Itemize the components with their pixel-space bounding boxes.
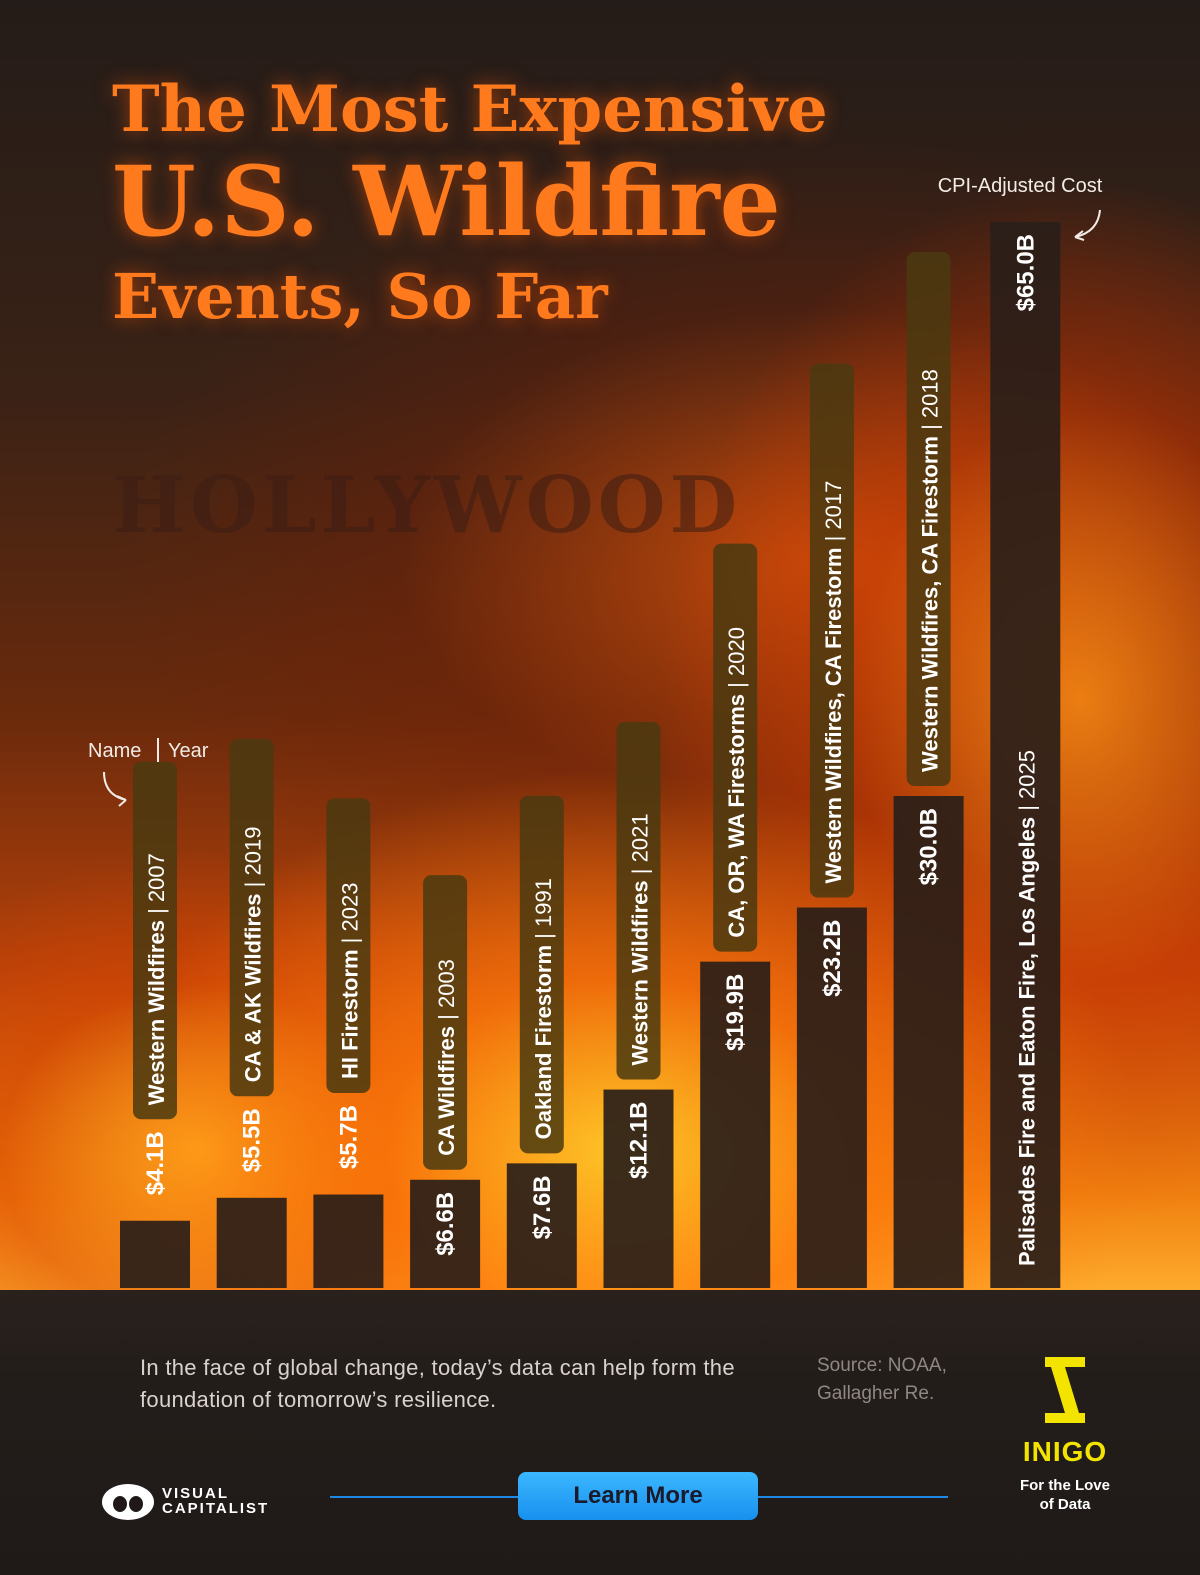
title-line-1: The Most Expensive [112, 72, 828, 147]
bar-category-label: HI Firestorm | 2023 [337, 883, 362, 1080]
bar-chart: $4.1B Western Wildfires | 2007 $5.5B CA & A… [88, 175, 1103, 1288]
year-annotation: Year [168, 740, 209, 762]
bar-category-label: CA Wildfires | 2003 [434, 959, 459, 1156]
bar-value-label: $23.2B [819, 920, 846, 997]
bar [216, 1197, 287, 1288]
bar [990, 222, 1061, 1288]
labels-layer: $4.1B Western Wildfires | 2007 $5.5B CA & A… [133, 234, 1039, 1266]
bar-value-label: $5.5B [239, 1108, 266, 1172]
bar [603, 1089, 674, 1288]
bar-name-pill [326, 798, 371, 1094]
inigo-mark-icon [1045, 1357, 1085, 1423]
title-line-2: U.S. Wildfire [112, 145, 781, 258]
bar-value-label: $12.1B [626, 1102, 653, 1179]
bar-value-label: $19.9B [722, 974, 749, 1051]
visual-capitalist-mark-icon [102, 1484, 154, 1520]
bars-layer [120, 222, 1061, 1288]
bar-category-label: Palisades Fire and Eaton Fire, Los Angel… [1014, 750, 1039, 1266]
bar-name-pill [809, 363, 854, 898]
bar-name-pill [133, 761, 177, 1120]
title-line-3: Events, So Far [112, 260, 608, 333]
bar-name-pill [713, 543, 758, 952]
bar [410, 1179, 481, 1288]
annotations-layer: CPI-Adjusted Cost Name Year [88, 175, 1103, 807]
bar-name-pill [229, 738, 274, 1097]
bar-value-label: $5.7B [335, 1105, 362, 1169]
inigo-tagline: For the Love of Data [1019, 1477, 1110, 1513]
source-note: Source: NOAA, Gallagher Re. [817, 1355, 947, 1404]
bar-name-pill [616, 721, 661, 1080]
bar [506, 1163, 577, 1288]
inigo-wordmark: INIGO [1022, 1436, 1108, 1467]
bar-value-label: $65.0B [1012, 234, 1039, 311]
bar-value-label: $7.6B [529, 1175, 556, 1239]
visual-capitalist-logo: VISUAL CAPITALIST [100, 1480, 269, 1522]
learn-more-button[interactable]: Learn More [518, 1472, 758, 1520]
bar [796, 907, 867, 1288]
publisher-line-1: VISUAL [162, 1485, 230, 1502]
caption-text: In the face of global change, today’s da… [140, 1355, 735, 1412]
bar [313, 1194, 384, 1288]
bar-name-pill [519, 795, 564, 1154]
value-axis-annotation: CPI-Adjusted Cost [938, 175, 1103, 197]
bar-category-label: CA, OR, WA Firestorms | 2020 [724, 627, 749, 938]
bar-value-label: $4.1B [142, 1131, 169, 1195]
publisher-line-2: CAPITALIST [162, 1500, 270, 1517]
bar-value-label: $6.6B [432, 1192, 459, 1256]
chart-title: The Most Expensive U.S. Wildfire Events,… [112, 78, 828, 328]
name-annotation-arrowhead [116, 795, 127, 807]
bar [893, 796, 964, 1288]
inigo-logo: INIGO For the Love of Data [1015, 1355, 1115, 1514]
bar-category-label: Western Wildfires | 2021 [628, 813, 653, 1065]
name-annotation-arrow [103, 771, 127, 801]
value-annotation-arrowhead [1074, 230, 1085, 241]
bar-value-label: $30.0B [916, 808, 943, 885]
bar-name-pill [906, 252, 951, 786]
bar-category-label: Western Wildfires, CA Firestorm | 2017 [821, 481, 846, 884]
bar [120, 1220, 190, 1288]
bar-category-label: CA & AK Wildfires | 2019 [241, 827, 266, 1083]
name-annotation: Name [88, 740, 141, 762]
bar-category-label: Western Wildfires, CA Firestorm | 2018 [918, 369, 943, 772]
ground [0, 1290, 1200, 1575]
hollywood-sign: HOLLYWOOD [112, 460, 742, 551]
bar [700, 961, 771, 1288]
bar-category-label: Oakland Firestorm | 1991 [531, 878, 556, 1139]
visual-capitalist-wordmark: VISUAL CAPITALIST [162, 1486, 269, 1516]
value-annotation-arrow [1074, 209, 1101, 238]
bar-name-pill [423, 875, 468, 1170]
bar-category-label: Western Wildfires | 2007 [144, 853, 169, 1105]
